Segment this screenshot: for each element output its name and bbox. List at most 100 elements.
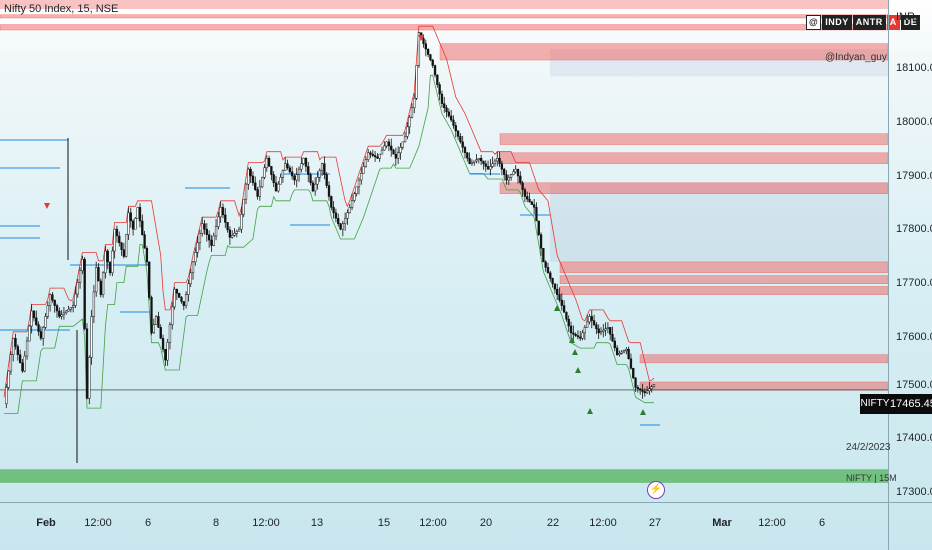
price-chart-canvas[interactable] [0, 0, 888, 502]
candle-body [69, 307, 72, 310]
candle-body [37, 324, 40, 332]
candle-body [240, 213, 243, 230]
candle-body [521, 182, 524, 190]
candle-body [228, 229, 232, 238]
flash-icon[interactable]: ⚡ [647, 481, 665, 499]
candle-body [39, 331, 43, 339]
supply-zone [559, 286, 888, 295]
candle-body [341, 223, 344, 230]
candle-body [293, 175, 296, 181]
candle-body [489, 166, 492, 170]
candle-body [348, 207, 351, 214]
candle-body [553, 283, 557, 290]
supply-zone [559, 261, 888, 274]
candle-body [590, 316, 593, 321]
candle-body [28, 325, 31, 342]
candle-body [237, 228, 241, 232]
candle-body [512, 171, 515, 175]
candle-body [127, 212, 130, 235]
x-tick: 6 [144, 517, 152, 529]
y-tick: 17400.00 [896, 432, 932, 444]
candle-body [443, 103, 446, 109]
candle-body [362, 166, 365, 174]
candle-body [145, 248, 149, 263]
candle-body [390, 145, 393, 151]
candle-body [12, 338, 15, 355]
y-tick: 17800.00 [896, 223, 932, 235]
candle-body [592, 320, 596, 325]
candle-body [383, 145, 386, 151]
candle-body [604, 328, 607, 331]
candle-body [108, 261, 112, 274]
candle-body [318, 170, 321, 178]
candle-body [588, 316, 591, 323]
candle-body [477, 157, 480, 160]
candle-body [581, 332, 584, 339]
candle-body [60, 314, 63, 317]
candle-body [48, 294, 52, 306]
candle-body [456, 130, 460, 137]
candle-body [166, 342, 169, 361]
x-tick: 12:00 [589, 517, 617, 529]
candle-body [408, 117, 411, 128]
candle-body [569, 325, 573, 334]
candle-body [90, 316, 93, 358]
candle-body [454, 125, 457, 132]
candle-body [447, 111, 451, 117]
candle-body [325, 174, 328, 186]
candle-body [491, 163, 494, 167]
brand-part-3: A [886, 14, 900, 30]
candle-body [284, 163, 287, 171]
candle-body [221, 207, 225, 216]
candle-body [463, 147, 467, 154]
buy-signal-marker [575, 367, 581, 373]
supply-zone [639, 354, 888, 364]
candle-body [182, 301, 185, 306]
candle-body [468, 157, 471, 164]
candle-body [131, 220, 135, 230]
candle-body [466, 152, 469, 159]
candle-body [551, 278, 554, 284]
candle-body [503, 168, 506, 175]
brand-part-2: ANTR [852, 14, 886, 30]
price-axis[interactable]: INR 18100.00 18000.00 17900.00 17800.00 … [888, 0, 932, 550]
sell-signal-marker [418, 35, 424, 41]
candle-body [629, 358, 633, 369]
candle-body [514, 168, 517, 173]
candle-body [337, 218, 340, 224]
candle-body [360, 172, 363, 181]
band-zone [550, 49, 888, 77]
candle-body [118, 235, 121, 244]
candle-body [249, 168, 252, 177]
candle-body [217, 216, 220, 227]
candle-body [300, 163, 303, 170]
candle-body [371, 153, 374, 156]
candle-body [150, 297, 153, 334]
last-price-tag: 17465.45 [890, 394, 932, 414]
candle-body [189, 272, 192, 284]
candle-body [219, 207, 222, 218]
buy-signal-marker [569, 337, 575, 343]
candle-body [484, 163, 487, 167]
candle-body [233, 233, 236, 236]
candle-body [422, 37, 425, 44]
supply-zone [639, 381, 888, 391]
candle-body [645, 390, 649, 394]
candle-body [627, 348, 630, 360]
candle-body [576, 335, 580, 338]
candle-body [641, 389, 644, 392]
candle-body [18, 354, 22, 364]
candle-body [482, 160, 485, 164]
time-axis[interactable]: Feb 12:00 6 8 12:00 13 15 12:00 20 22 12… [0, 502, 932, 550]
candle-body [175, 288, 179, 294]
candle-body [620, 351, 623, 354]
candle-body [32, 310, 36, 319]
candle-body [314, 183, 317, 192]
candle-body [609, 327, 612, 335]
candle-body [586, 321, 589, 328]
supertrend-green-line [4, 74, 654, 414]
candle-body [302, 157, 305, 164]
candle-body [343, 218, 347, 224]
y-tick: 18100.00 [896, 62, 932, 74]
